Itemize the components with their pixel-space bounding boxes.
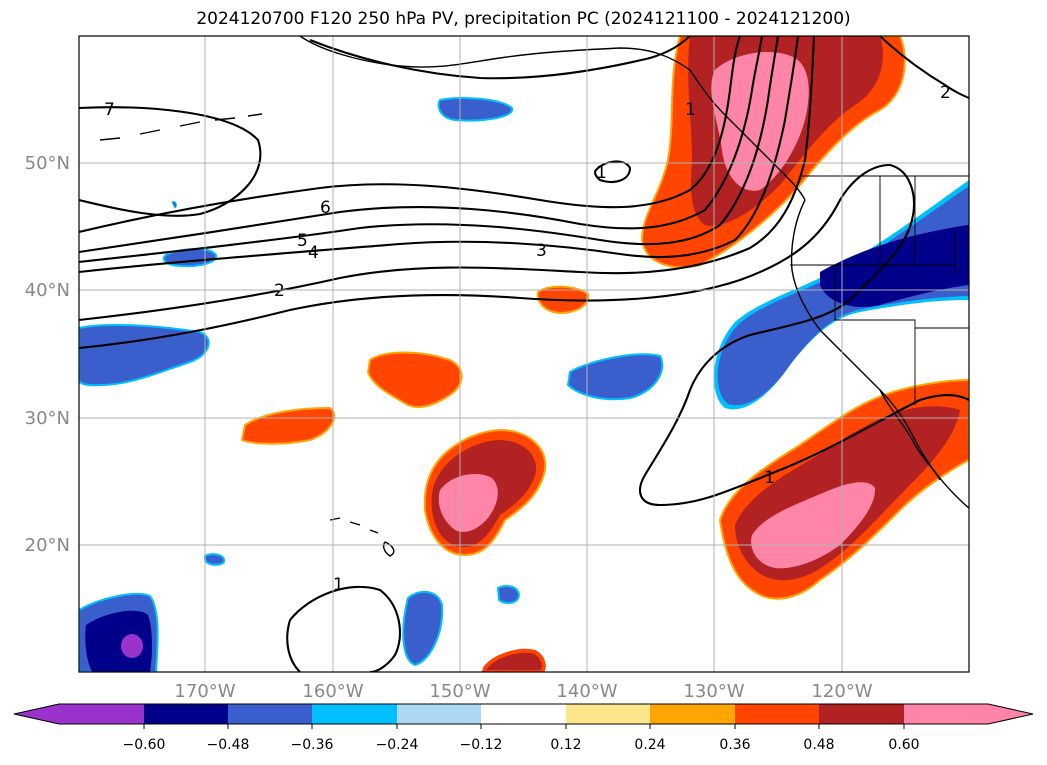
- colorbar-ticks: [143, 724, 905, 729]
- contour-7: [79, 106, 262, 217]
- contour-1-south: [286, 585, 402, 672]
- contour-4: [79, 36, 780, 264]
- plot-area: 7 6 5 4 3 2 1 1 1 1 2: [79, 36, 969, 672]
- colorbar-segment-1: [59, 704, 144, 724]
- colorbar-label-0: −0.60: [123, 737, 166, 753]
- contour-label-2-east: 2: [940, 83, 951, 103]
- colorbar-label-8: 0.48: [803, 737, 834, 753]
- colorbar-segment-7: [566, 704, 650, 724]
- contour-2: [79, 36, 816, 322]
- pink-core-mexico: [751, 482, 876, 569]
- contour-1-main: [79, 163, 969, 507]
- contour-1-small: [594, 160, 632, 183]
- colorbar-label-9: 0.60: [888, 737, 919, 753]
- colorbar-segment-5: [397, 704, 481, 724]
- colorbar-label-7: 0.36: [719, 737, 750, 753]
- plot-frame: [78, 35, 970, 673]
- contour-upper: [309, 36, 691, 80]
- contour-5: [79, 36, 764, 254]
- coastlines: [99, 36, 969, 557]
- red-blob-south: [481, 648, 546, 672]
- lon-label-130w: 130°W: [683, 681, 744, 702]
- colorbar-label-2: −0.36: [291, 737, 334, 753]
- contour-label-5: 5: [297, 231, 308, 251]
- pink-core-hawaii: [438, 474, 498, 532]
- state-borders: [790, 175, 969, 405]
- blue-blob-central: [566, 353, 664, 401]
- lon-label-150w: 150°W: [429, 681, 490, 702]
- colorbar-label-3: −0.24: [376, 737, 419, 753]
- gridlines: [79, 36, 969, 672]
- blue-blob-south-central: [402, 590, 444, 667]
- contour-label-6: 6: [320, 198, 331, 218]
- colorbar-segment-2: [144, 704, 228, 724]
- latitude-labels: 50°N 40°N 30°N 20°N: [25, 153, 70, 556]
- contour-label-4: 4: [308, 243, 319, 263]
- colorbar-label-1: −0.48: [207, 737, 250, 753]
- lat-label-50n: 50°N: [25, 153, 70, 174]
- contour-2-east: [879, 36, 969, 99]
- contour-label-2: 2: [274, 281, 285, 301]
- us-west-coast: [790, 199, 969, 509]
- colorbar-segment-9: [735, 704, 819, 724]
- colorbar-tick-labels: −0.60 −0.48 −0.36 −0.24 −0.12 0.12 0.24 …: [123, 737, 920, 753]
- dark-blue-core-california: [820, 225, 969, 308]
- colorbar-segment-6: [481, 704, 566, 724]
- purple-core-sw: [121, 634, 143, 658]
- map-title: 2024120700 F120 250 hPa PV, precipitatio…: [196, 9, 851, 29]
- lon-label-140w: 140°W: [556, 681, 617, 702]
- colorbar-segment-0: [14, 704, 59, 724]
- colorbar-segment-3: [228, 704, 312, 724]
- colorbar-label-5: 0.12: [550, 737, 581, 753]
- contour-labels: 7 6 5 4 3 2 1 1 1 1 2: [104, 83, 951, 595]
- colorbar-segment-10: [819, 704, 904, 724]
- colorbar-label-6: 0.24: [634, 737, 665, 753]
- contour-3: [79, 36, 800, 274]
- lon-label-170w: 170°W: [174, 681, 235, 702]
- contour-label-1-small: 1: [596, 163, 607, 183]
- baja: [879, 389, 941, 481]
- aleutian-islands: [99, 113, 263, 141]
- colorbar-outline: [13, 703, 1034, 725]
- lon-label-160w: 160°W: [302, 681, 363, 702]
- positive-anomaly-shading: [240, 36, 969, 672]
- blue-blob-small-2: [204, 553, 226, 566]
- contour-label-1-mexico: 1: [764, 468, 775, 488]
- blue-blob-small-3: [496, 585, 521, 604]
- red-blob-west: [240, 406, 336, 445]
- red-blob-central-north: [366, 351, 463, 408]
- lat-label-30n: 30°N: [25, 408, 70, 429]
- colorbar-segment-8: [650, 704, 735, 724]
- blue-blob-west: [79, 324, 210, 387]
- blue-blob-small-1: [171, 201, 177, 209]
- colorbar-segment-11: [904, 704, 988, 724]
- colorbar-segment-12: [988, 704, 1033, 724]
- colorbar-segment-4: [312, 704, 397, 724]
- contour-label-7: 7: [104, 100, 115, 120]
- contour-label-1-south: 1: [333, 575, 344, 595]
- contour-label-3: 3: [536, 241, 547, 261]
- alaska-coast: [299, 36, 806, 201]
- pv-contours: [79, 36, 969, 672]
- colorbar: −0.60 −0.48 −0.36 −0.24 −0.12 0.12 0.24 …: [13, 703, 1034, 753]
- contour-6: [79, 36, 741, 234]
- contour-label-1-ne: 1: [685, 100, 696, 120]
- lat-label-20n: 20°N: [25, 535, 70, 556]
- blue-blob-gulf: [437, 97, 514, 122]
- lat-label-40n: 40°N: [25, 280, 70, 301]
- longitude-labels: 170°W 160°W 150°W 140°W 130°W 120°W: [174, 681, 872, 702]
- hawaii-islands: [329, 517, 395, 557]
- lon-label-120w: 120°W: [811, 681, 872, 702]
- colorbar-label-4: −0.12: [460, 737, 503, 753]
